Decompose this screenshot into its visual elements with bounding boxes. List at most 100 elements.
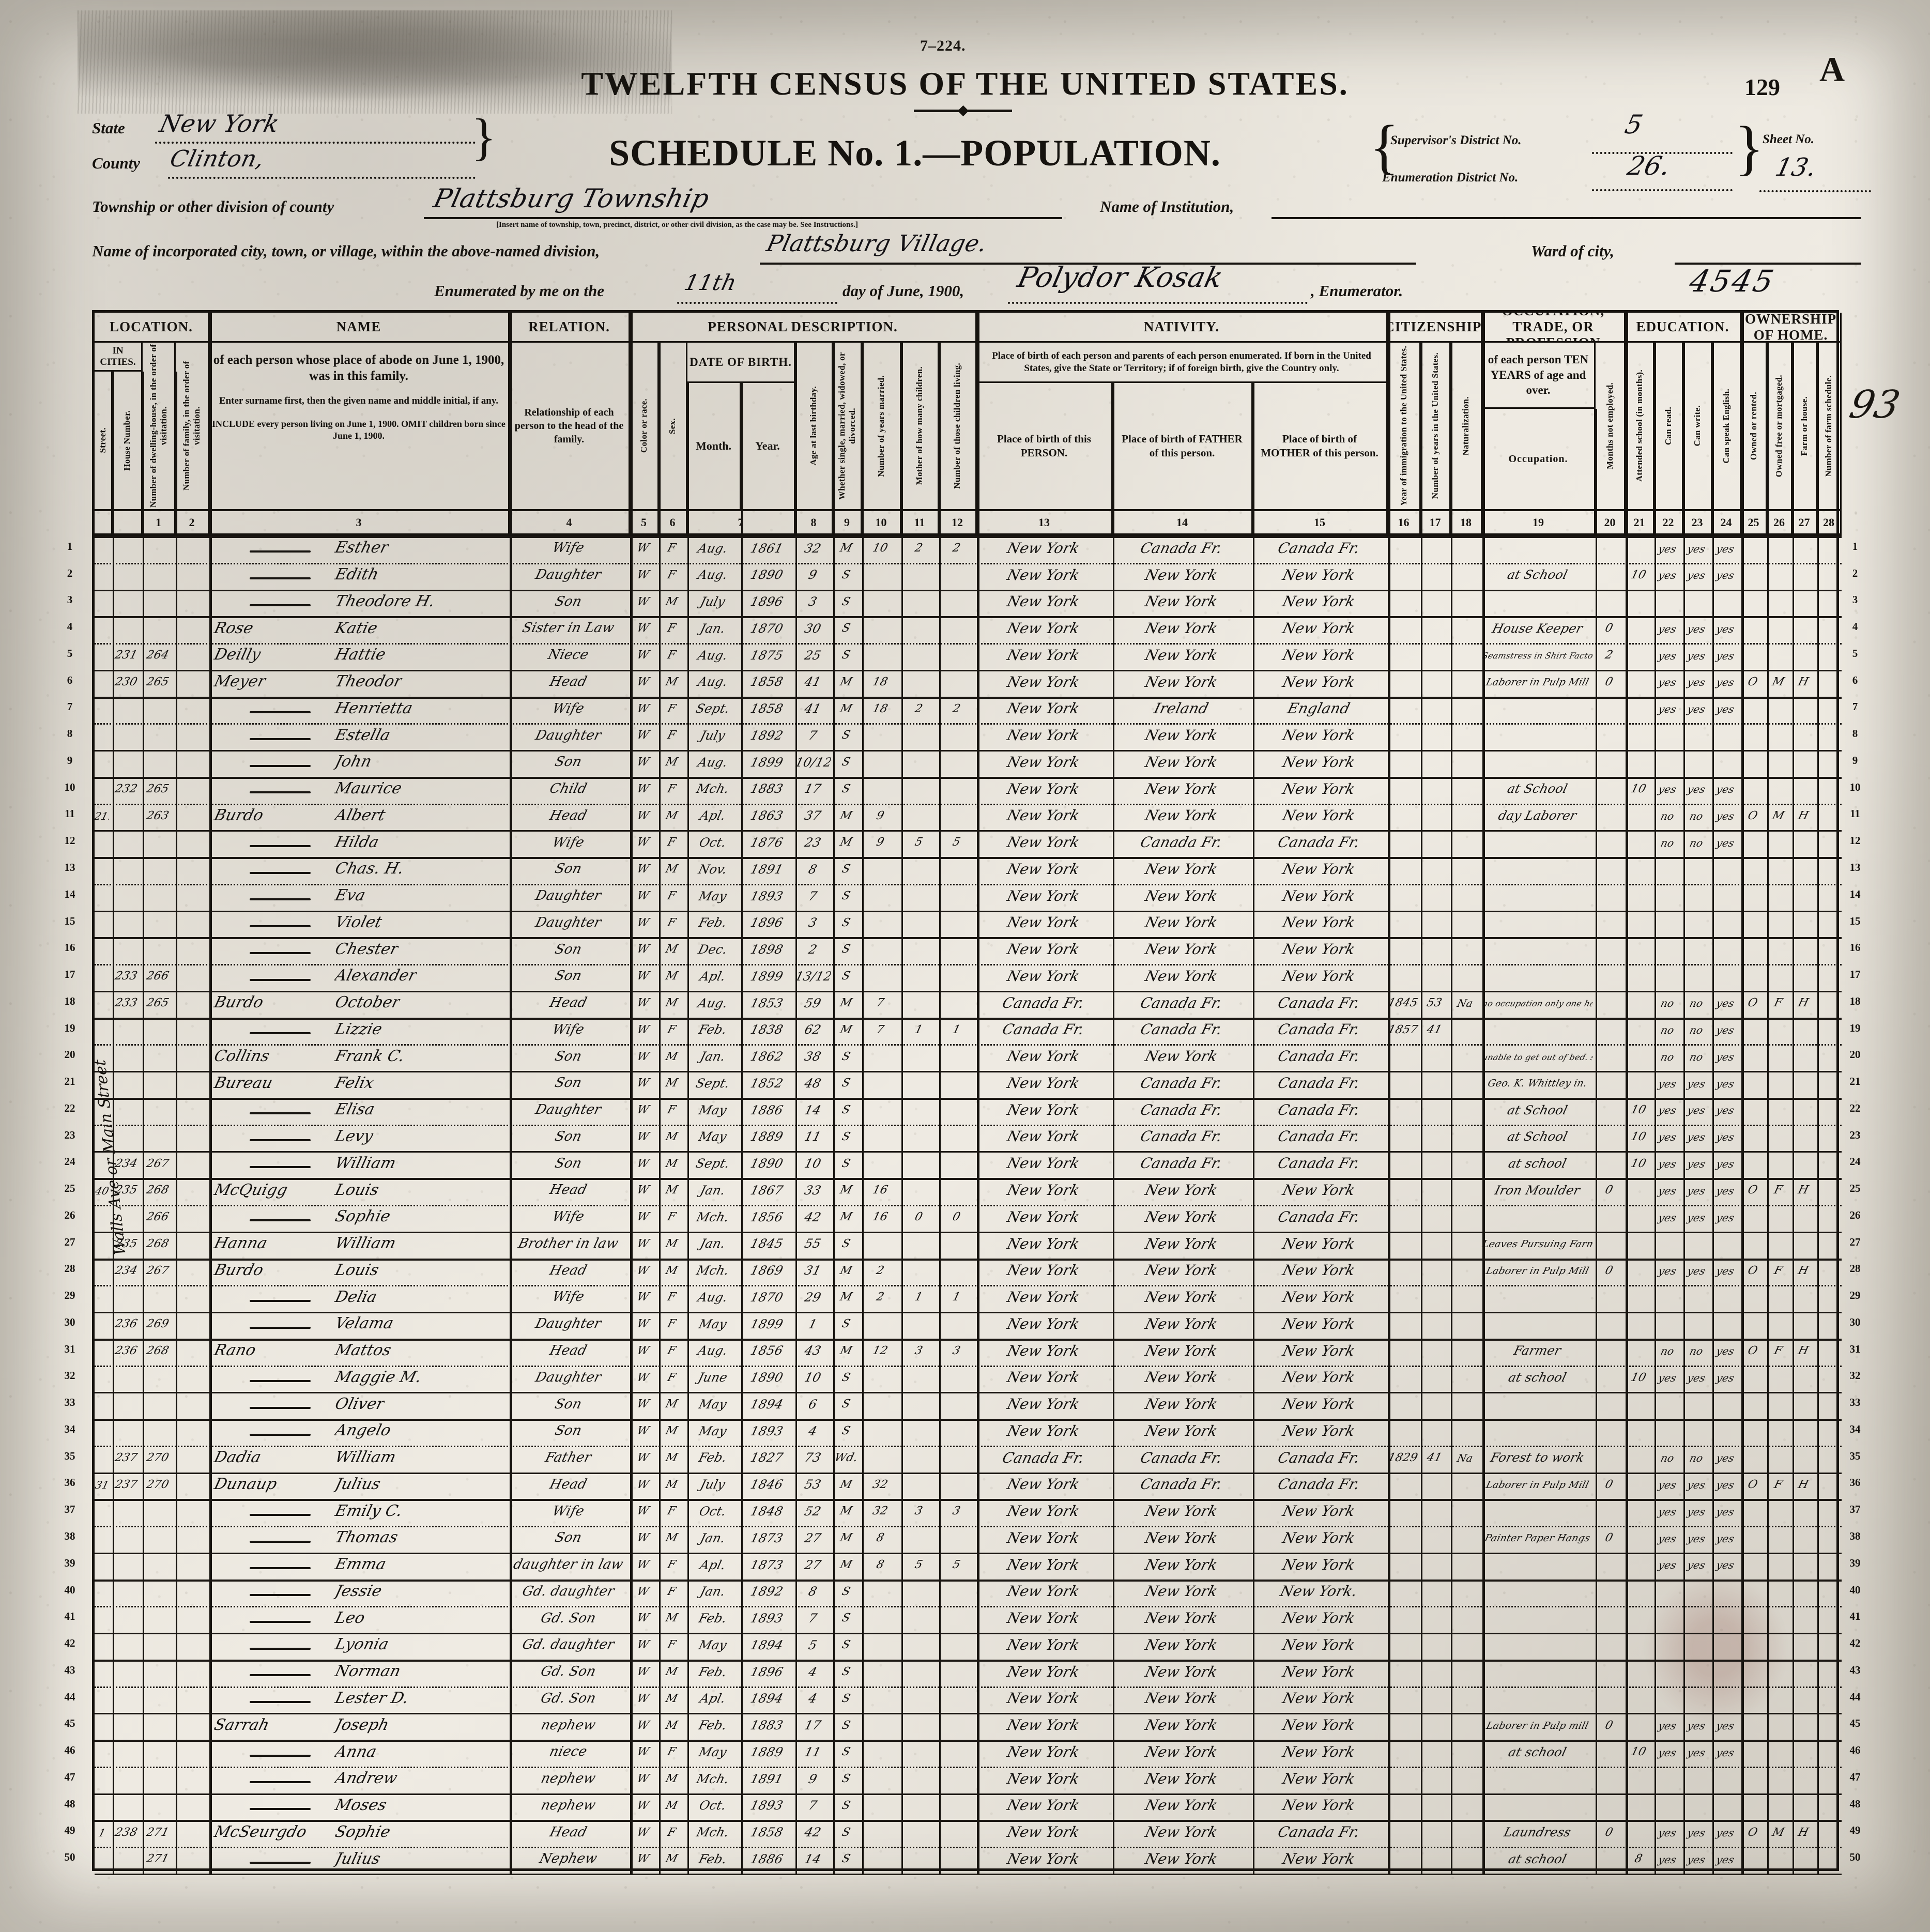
cell-mon: May xyxy=(697,1423,729,1438)
column-header-vertical: Mother of how many children. xyxy=(901,343,939,509)
cell-b1: New York xyxy=(1005,1502,1082,1520)
column-divider xyxy=(659,343,661,1874)
row-number-right: 38 xyxy=(1849,1530,1861,1542)
cell-sex: F xyxy=(666,1585,678,1598)
row-number-right: 43 xyxy=(1849,1663,1861,1676)
cell-fh: H xyxy=(1797,1184,1810,1197)
row-divider xyxy=(95,1660,1842,1662)
column-header-vertical: Number of those children living. xyxy=(939,343,977,509)
cell-b1: New York xyxy=(1005,1181,1082,1199)
cell-sex: M xyxy=(664,1184,679,1197)
cell-ms: S xyxy=(840,1237,852,1250)
cell-mon: Aug. xyxy=(696,674,729,689)
column-divider xyxy=(687,383,689,1874)
ditto-dash xyxy=(250,1513,311,1516)
cell-occ: at School xyxy=(1506,781,1569,796)
cell-ms: M xyxy=(838,542,854,555)
column-divider xyxy=(143,372,144,1874)
cell-unemp: 2 xyxy=(1603,649,1615,662)
row-divider xyxy=(95,1633,1842,1634)
column-label: Number of years in the United States. xyxy=(1430,352,1440,499)
cell-rel: Child xyxy=(548,781,589,797)
row-divider xyxy=(95,1339,1842,1341)
cell-mon: Feb. xyxy=(697,1450,729,1465)
cell-read: yes xyxy=(1657,649,1678,662)
cell-mon: May xyxy=(697,1637,729,1652)
row-number-left: 50 xyxy=(64,1851,75,1864)
cell-b3: New York xyxy=(1280,1663,1357,1680)
cell-write: no xyxy=(1688,1452,1705,1465)
cell-ms: M xyxy=(838,1264,854,1277)
row-number-left: 32 xyxy=(64,1369,75,1382)
row-number-right: 12 xyxy=(1849,834,1861,847)
cell-b2: Canada Fr. xyxy=(1138,1476,1224,1493)
cell-b3: Canada Fr. xyxy=(1276,834,1362,851)
cell-school: 10 xyxy=(1629,1130,1648,1143)
row-number-left: 27 xyxy=(64,1235,75,1248)
ditto-dash xyxy=(250,1861,311,1864)
column-label: Year of immigration to the United States… xyxy=(1398,346,1408,506)
cell-fh: H xyxy=(1797,1478,1810,1491)
column-group-header: NAME xyxy=(209,313,510,343)
cell-mon: Mch. xyxy=(695,781,731,796)
cell-b3: New York xyxy=(1280,941,1357,958)
cell-race: W xyxy=(635,1317,651,1331)
ditto-dash xyxy=(250,1674,311,1677)
cell-b2: New York xyxy=(1143,1690,1220,1707)
column-number-cell: 1 xyxy=(143,509,176,536)
cell-b1: New York xyxy=(1005,646,1082,664)
cell-rel: Head xyxy=(548,807,589,823)
cell-given: Anna xyxy=(333,1742,379,1761)
ditto-dash xyxy=(250,1112,311,1115)
cell-rel: nephew xyxy=(539,1771,598,1787)
cell-age: 14 xyxy=(803,1851,823,1866)
cell-sex: M xyxy=(664,1772,679,1786)
cell-b2: Canada Fr. xyxy=(1138,1128,1224,1145)
cell-dwell: 270 xyxy=(145,1451,171,1464)
cell-b2: New York xyxy=(1143,1556,1220,1573)
cell-ms: S xyxy=(840,1612,852,1625)
cell-given: Esther xyxy=(333,539,391,557)
row-number-right: 5 xyxy=(1852,647,1858,660)
enumeration-day-underline xyxy=(677,280,837,304)
column-header-vertical: Owned free or mortgaged. xyxy=(1767,343,1793,509)
cell-rel: Wife xyxy=(550,1503,586,1519)
row-number-right: 15 xyxy=(1849,914,1861,927)
cell-yrs: 53 xyxy=(1425,996,1444,1009)
cell-occ: at School xyxy=(1506,568,1569,582)
cell-b3: New York xyxy=(1280,1690,1357,1707)
cell-surname: Sarrah xyxy=(212,1715,271,1734)
cell-occ: House Keeper xyxy=(1490,621,1585,636)
cell-occ: Laborer in Pulp Mill xyxy=(1484,1265,1590,1277)
cell-eng: yes xyxy=(1715,569,1736,582)
cell-mon: Jan. xyxy=(698,1183,727,1198)
column-group-header: LOCATION. xyxy=(95,313,209,343)
cell-ms: S xyxy=(840,943,852,956)
stamp-right-margin-number: 93 xyxy=(1845,382,1904,427)
row-number-right: 47 xyxy=(1849,1770,1861,1783)
cell-age: 59 xyxy=(803,995,823,1010)
ditto-dash xyxy=(250,1380,311,1383)
cell-b3: Canada Fr. xyxy=(1276,1101,1362,1118)
cell-age: 17 xyxy=(803,781,823,796)
cell-b3: New York xyxy=(1280,1609,1357,1627)
cell-chl: 1 xyxy=(951,1023,962,1036)
cell-b1: New York xyxy=(1005,860,1082,878)
cell-b1: New York xyxy=(1005,1128,1082,1145)
column-number-cell: 24 xyxy=(1712,509,1741,536)
cell-b1: New York xyxy=(1005,753,1082,771)
cell-ym: 8 xyxy=(875,1531,886,1545)
cell-occ: at school xyxy=(1507,1851,1568,1866)
cell-race: W xyxy=(635,729,651,742)
column-header-vertical: House Number. xyxy=(113,372,143,509)
cell-ms: S xyxy=(840,1638,852,1652)
cell-age: 43 xyxy=(803,1343,823,1358)
cell-eng: yes xyxy=(1715,1719,1736,1732)
row-divider xyxy=(95,1686,1842,1688)
row-number-left: 9 xyxy=(67,754,73,766)
column-number-cell: 19 xyxy=(1482,509,1596,536)
row-number-left: 21 xyxy=(64,1075,75,1088)
column-label: Street. xyxy=(98,427,108,453)
cell-occ: at School xyxy=(1506,1102,1569,1117)
township-instruction-note: [Insert name of township, town, precinct… xyxy=(496,221,858,229)
